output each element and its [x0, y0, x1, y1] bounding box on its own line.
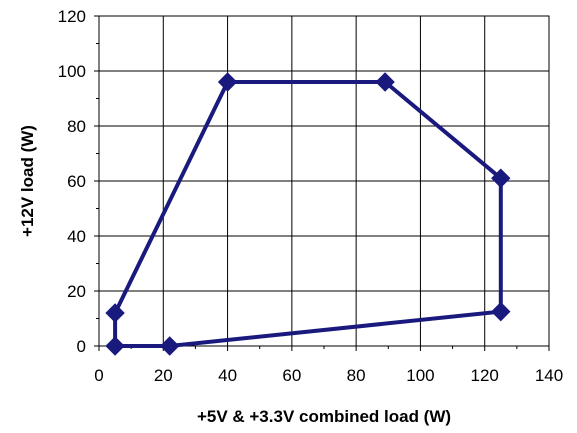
- x-axis-title: +5V & +3.3V combined load (W): [197, 407, 451, 426]
- y-axis: 0 20 40 60 80 100 120: [58, 7, 99, 356]
- x-tick-label: 80: [347, 366, 366, 385]
- y-tick-label: 100: [58, 62, 86, 81]
- y-tick-label: 0: [77, 337, 86, 356]
- series-line: [113, 80, 503, 348]
- y-tick-label: 40: [67, 227, 86, 246]
- data-point-marker: [105, 336, 125, 356]
- y-tick-label: 120: [58, 7, 86, 26]
- data-point-marker: [105, 303, 125, 323]
- x-tick-label: 100: [406, 366, 434, 385]
- grid-lines: [98, 15, 550, 347]
- x-axis: 0 20 40 60 80 100 120 140: [94, 346, 563, 385]
- data-point-marker: [491, 168, 511, 188]
- x-tick-label: 40: [218, 366, 237, 385]
- x-tick-label: 0: [94, 366, 103, 385]
- y-tick-label: 20: [67, 282, 86, 301]
- x-tick-label: 20: [154, 366, 173, 385]
- y-axis-title: +12V load (W): [18, 125, 37, 237]
- x-tick-label: 140: [535, 366, 563, 385]
- data-point-marker: [375, 72, 395, 92]
- x-tick-label: 60: [282, 366, 301, 385]
- data-point-marker: [160, 336, 180, 356]
- x-tick-label: 120: [471, 366, 499, 385]
- y-tick-label: 60: [67, 172, 86, 191]
- data-point-marker: [217, 72, 238, 92]
- y-tick-label: 80: [67, 117, 86, 136]
- data-point-marker: [491, 301, 511, 322]
- series-group: [105, 72, 511, 356]
